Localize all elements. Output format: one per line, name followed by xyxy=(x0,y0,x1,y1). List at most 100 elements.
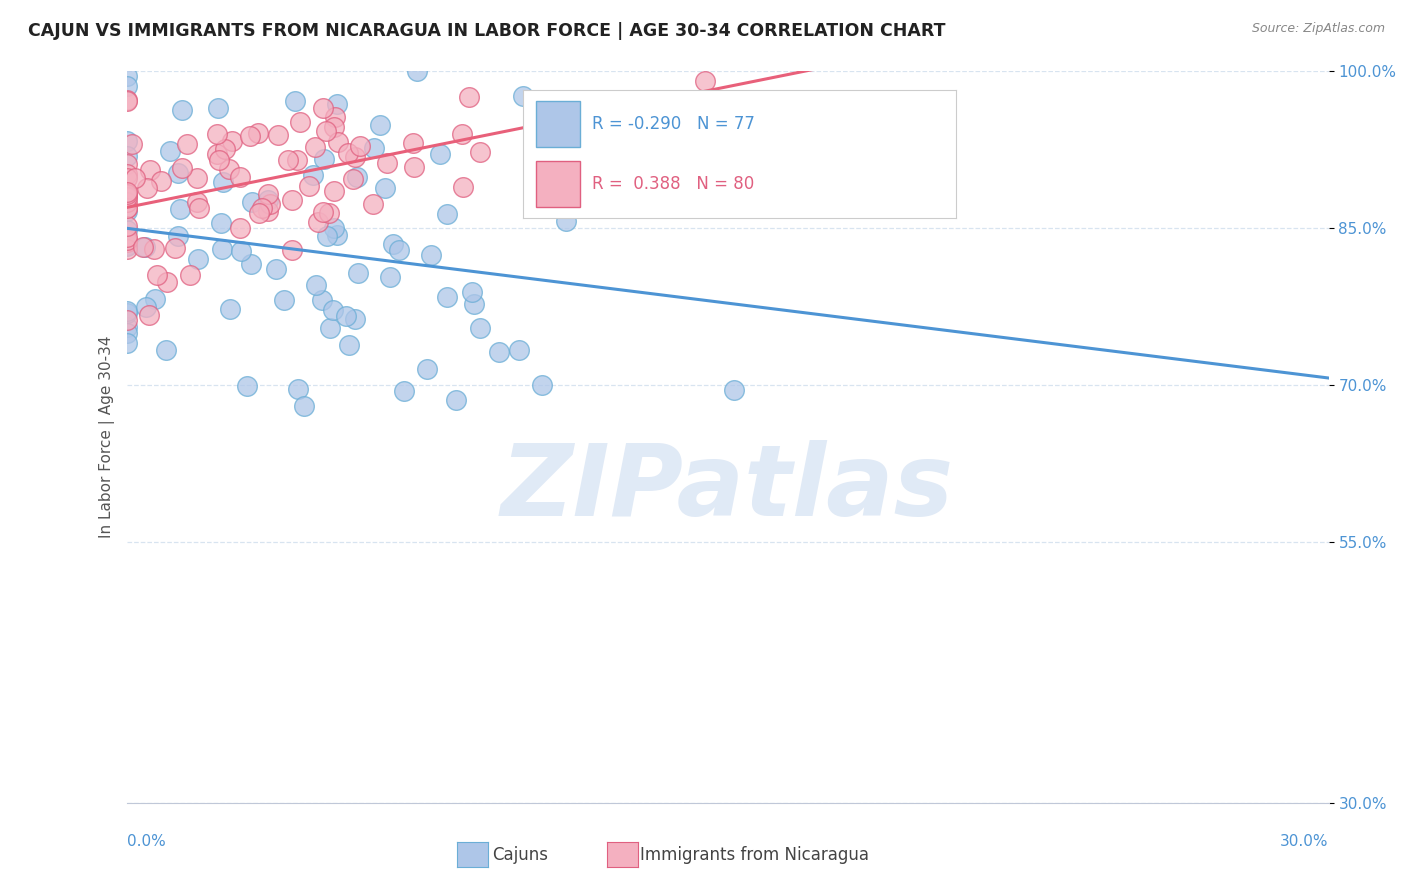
Point xyxy=(311,293,333,308)
Point xyxy=(207,146,229,161)
Point xyxy=(451,180,474,194)
Point xyxy=(457,90,479,104)
Point xyxy=(436,207,458,221)
Point xyxy=(115,93,138,107)
Point xyxy=(115,336,138,351)
Y-axis label: In Labor Force | Age 30-34: In Labor Force | Age 30-34 xyxy=(100,335,115,539)
Point xyxy=(221,134,243,148)
Point xyxy=(530,378,553,392)
Point xyxy=(138,309,160,323)
Point xyxy=(124,171,146,186)
Point xyxy=(256,193,278,207)
Point xyxy=(176,136,198,151)
Point xyxy=(361,196,384,211)
Point xyxy=(115,204,138,219)
Point xyxy=(693,74,716,88)
Point xyxy=(541,173,564,187)
Point xyxy=(170,103,193,117)
Point xyxy=(470,145,492,159)
Point xyxy=(115,79,138,94)
Point xyxy=(115,239,138,253)
Point xyxy=(211,242,233,256)
Point xyxy=(450,127,472,141)
Point xyxy=(312,101,335,115)
Point xyxy=(115,237,138,252)
Point xyxy=(235,379,257,393)
Point xyxy=(252,201,274,215)
Point xyxy=(135,181,157,195)
Point xyxy=(315,123,337,137)
Point xyxy=(115,149,138,163)
Point xyxy=(139,163,162,178)
Point xyxy=(363,141,385,155)
Point xyxy=(406,64,429,78)
Point xyxy=(208,153,231,167)
Point xyxy=(187,201,209,215)
Point xyxy=(172,161,194,176)
Point xyxy=(281,193,304,207)
Point xyxy=(165,241,187,255)
Point xyxy=(312,152,335,166)
Point xyxy=(264,262,287,277)
Point xyxy=(115,194,138,209)
Point xyxy=(429,146,451,161)
Point xyxy=(167,166,190,180)
Point xyxy=(155,343,177,358)
Point xyxy=(246,126,269,140)
Point xyxy=(298,178,321,193)
Point xyxy=(302,168,325,182)
Point xyxy=(115,187,138,202)
Point xyxy=(292,399,315,413)
Point xyxy=(115,313,138,327)
Point xyxy=(240,194,263,209)
Point xyxy=(382,236,405,251)
Point xyxy=(240,257,263,271)
Point xyxy=(229,170,252,185)
Point xyxy=(146,268,169,283)
Point xyxy=(723,384,745,398)
Point xyxy=(388,243,411,257)
Point xyxy=(132,239,155,253)
Point xyxy=(115,189,138,203)
Point xyxy=(115,306,138,320)
Point xyxy=(115,70,138,84)
Point xyxy=(186,170,208,185)
Point xyxy=(247,206,270,220)
Point xyxy=(307,215,329,229)
Point xyxy=(284,94,307,108)
Point xyxy=(415,362,437,376)
Point xyxy=(212,176,235,190)
Point xyxy=(150,173,173,187)
Point xyxy=(143,292,166,306)
Text: ZIPatlas: ZIPatlas xyxy=(501,440,955,537)
Point xyxy=(115,233,138,247)
Point xyxy=(214,142,236,156)
Point xyxy=(344,312,367,326)
Point xyxy=(322,184,344,198)
Point xyxy=(392,384,415,398)
Point xyxy=(305,278,328,293)
Point xyxy=(463,297,485,311)
Point xyxy=(257,204,280,219)
Point xyxy=(323,111,346,125)
Point xyxy=(304,140,326,154)
Point xyxy=(508,343,530,357)
Point xyxy=(115,167,138,181)
Point xyxy=(211,216,233,230)
Point xyxy=(273,293,295,307)
Point xyxy=(179,268,201,282)
Point xyxy=(115,320,138,334)
Point xyxy=(115,230,138,244)
Point xyxy=(488,344,510,359)
Point xyxy=(115,242,138,256)
Point xyxy=(346,169,368,184)
Text: CAJUN VS IMMIGRANTS FROM NICARAGUA IN LABOR FORCE | AGE 30-34 CORRELATION CHART: CAJUN VS IMMIGRANTS FROM NICARAGUA IN LA… xyxy=(28,22,946,40)
Point xyxy=(207,128,229,142)
Point xyxy=(167,228,190,243)
Point xyxy=(402,136,425,150)
Point xyxy=(374,180,396,194)
Point xyxy=(337,146,360,161)
Point xyxy=(555,214,578,228)
Point xyxy=(419,248,441,262)
Text: 30.0%: 30.0% xyxy=(1281,834,1329,849)
